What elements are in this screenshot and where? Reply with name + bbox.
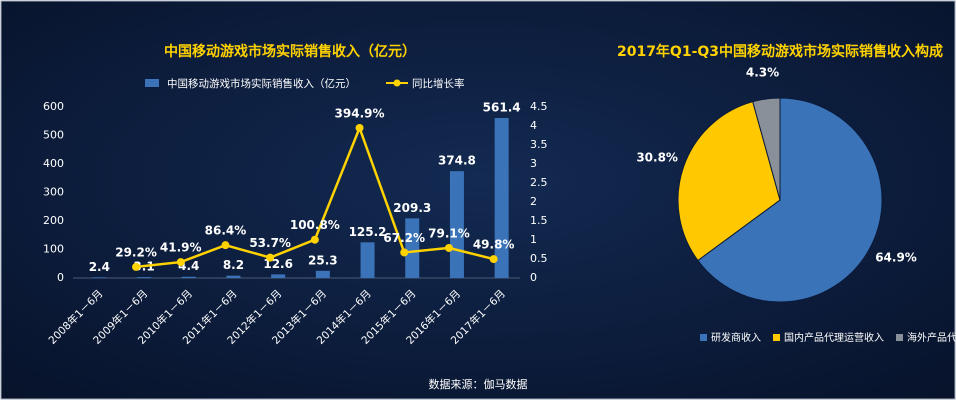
line-dot [489,255,498,264]
bar [315,270,330,278]
line-dot [221,241,230,250]
line-label: 100.8% [290,218,340,232]
line-label: 79.1% [428,226,470,240]
bar [360,242,375,278]
line-dot [355,123,364,132]
y-tick-label: 100 [43,243,64,256]
bar [405,218,420,278]
bar-label: 8.2 [223,258,244,272]
legend-swatch [393,79,401,87]
line-label: 53.7% [249,236,291,250]
y2-tick-label: 0 [530,271,537,284]
y-tick-label: 600 [43,100,64,113]
y2-tick-label: 2.5 [530,176,548,189]
y-tick-label: 0 [57,271,64,284]
legend-label: 同比增长率 [412,77,465,90]
bar [494,118,509,278]
chart-title: 中国移动游戏市场实际销售收入（亿元） [164,43,416,60]
legend-swatch [145,79,159,87]
pie-slice [697,97,883,303]
legend-label: 国内产品代理运营收入 [784,331,884,344]
pie-slice [677,101,781,262]
line-label: 86.4% [205,224,247,238]
line-label: 29.2% [115,245,157,259]
bar [226,275,241,278]
y2-tick-label: 4.5 [530,100,548,113]
legend-label: 中国移动游戏市场实际销售收入（亿元） [167,77,356,90]
y-tick-label: 500 [43,129,64,142]
legend-swatch [700,334,707,341]
bar [137,277,152,278]
source-note: 数据来源：伽马数据 [429,377,528,391]
bar [92,277,107,278]
line-label: 394.9% [335,106,385,120]
bar-label: 374.8 [438,154,476,168]
y-tick-label: 400 [43,157,64,170]
bar-label: 125.2 [349,225,387,239]
y-tick-label: 300 [43,186,64,199]
line-label: 49.8% [473,238,515,252]
pie-label: 4.3% [746,66,779,80]
y2-tick-label: 1 [530,233,537,246]
line-label: 67.2% [383,231,425,245]
bar [271,274,286,278]
pie-label: 30.8% [636,151,678,165]
bar-label: 25.3 [308,253,338,267]
legend-swatch [773,334,780,341]
legend-swatch [896,334,903,341]
line-dot [310,235,319,244]
line-dot [444,243,453,252]
line-dot [132,262,141,271]
y2-tick-label: 1.5 [530,214,548,227]
line-label: 41.9% [160,241,202,255]
legend-label: 海外产品代理运营收入 [907,331,956,344]
y2-tick-label: 2 [530,195,537,208]
line-dot [400,248,409,257]
bar-label: 209.3 [393,201,431,215]
bar-label: 561.4 [483,101,521,115]
bar [181,276,196,278]
pie-slice [752,97,781,201]
line-dot [266,253,275,262]
y2-tick-label: 3.5 [530,138,548,151]
y-tick-label: 200 [43,214,64,227]
bar [449,171,464,278]
line-dot [176,258,185,267]
y2-tick-label: 0.5 [530,252,548,265]
y2-tick-label: 3 [530,157,537,170]
bar-label: 2.4 [89,260,110,274]
y2-tick-label: 4 [530,119,537,132]
pie-label: 64.9% [875,250,917,264]
chart-title: 2017年Q1-Q3中国移动游戏市场实际销售收入构成 [617,43,943,60]
legend-label: 研发商收入 [711,331,761,344]
